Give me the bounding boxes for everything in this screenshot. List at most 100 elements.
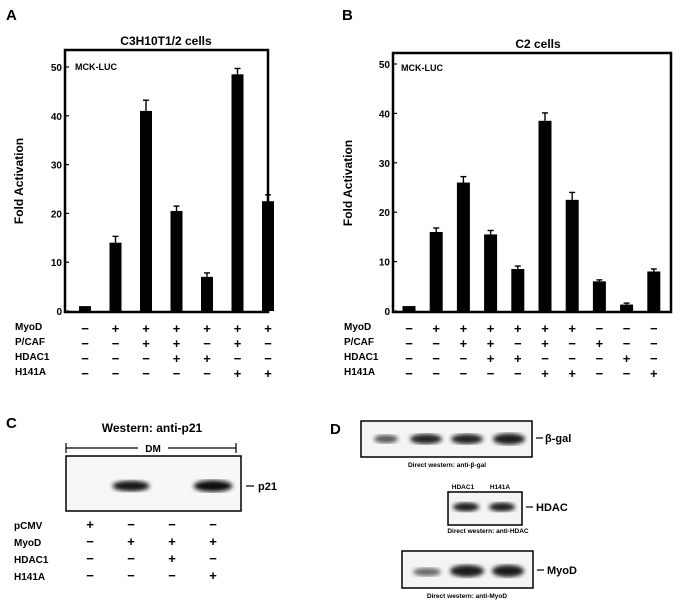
chart-b-condition-symbol: +: [650, 366, 658, 381]
chart-b: C2 cells MCK-LUC Fold Activation 0 10 20 30…: [341, 37, 673, 381]
chart-b-ylabel: Fold Activation: [341, 140, 355, 226]
western-c-condition-symbol: +: [209, 534, 217, 549]
western-c-conditions: pCMV MyoD HDAC1 H141A + − − − − + + + − − + − − − − +: [14, 517, 217, 583]
chart-b-condition-symbol: +: [487, 321, 495, 336]
chart-a-condition-symbol: +: [173, 336, 181, 351]
chart-b-condition-symbol: −: [596, 351, 604, 366]
chart-a-tick-label: 20: [51, 209, 63, 220]
western-d-betagal-band-2: [410, 434, 442, 444]
chart-b-condition-symbol: +: [541, 336, 549, 351]
western-c-condition-symbol: −: [86, 568, 94, 583]
chart-b-frame: [391, 51, 673, 314]
western-c-bracket-gap: [138, 441, 168, 454]
chart-a-bar: [231, 74, 244, 311]
chart-a-condition-symbol: −: [203, 336, 211, 351]
western-c-condition-symbol: +: [86, 517, 94, 532]
western-c-title: Western: anti-p21: [102, 421, 203, 435]
chart-b-condition-symbol: +: [432, 321, 440, 336]
western-c-bands: [112, 480, 233, 492]
chart-b-condition-symbol: −: [596, 321, 604, 336]
chart-a-condition-symbol: +: [203, 351, 211, 366]
chart-a-tick-label: 50: [51, 63, 63, 74]
chart-a-condition-symbol: +: [173, 321, 181, 336]
western-d-betagal-band-3: [451, 434, 483, 444]
chart-a-conditions: MyoD P/CAF HDAC1 H141A − + + + + + +− − + + − + −− − −…: [15, 321, 272, 381]
chart-b-condition-symbol: −: [405, 336, 413, 351]
chart-b-cond-label-myod: MyoD: [344, 322, 371, 333]
chart-a-cond-label-h141a: H141A: [15, 367, 46, 378]
western-c-condition-symbol: −: [86, 551, 94, 566]
chart-a-condition-symbol: −: [142, 351, 150, 366]
chart-a-condition-symbol: −: [112, 351, 120, 366]
chart-a-condition-symbol: +: [234, 321, 242, 336]
chart-b-cond-label-hdac1: HDAC1: [344, 352, 379, 363]
panel-label-a: A: [6, 7, 17, 24]
chart-a-condition-symbol: −: [264, 336, 272, 351]
chart-b-condition-symbol: −: [650, 351, 658, 366]
chart-a-ylabel: Fold Activation: [12, 138, 26, 224]
western-c-band: [112, 480, 150, 492]
chart-a-condition-symbol: −: [112, 336, 120, 351]
western-c-cond-label-hdac1: HDAC1: [14, 555, 49, 566]
western-c-band-label: p21: [258, 481, 277, 493]
western-c-cond-label-h141a: H141A: [14, 572, 45, 583]
western-c-cond-label-myod: MyoD: [14, 538, 41, 549]
western-c-condition-symbol: −: [127, 551, 135, 566]
chart-b-condition-symbol: −: [514, 336, 522, 351]
chart-a-tick-label: 40: [51, 112, 63, 123]
western-c-condition-symbol: −: [209, 517, 217, 532]
western-c-condition-symbol: +: [168, 551, 176, 566]
panel-label-c: C: [6, 415, 17, 432]
chart-a-tick-label: 10: [51, 258, 63, 269]
chart-a-condition-symbol: +: [112, 321, 120, 336]
chart-b-condition-symbol: −: [487, 366, 495, 381]
chart-a-bars: [79, 67, 274, 311]
chart-b-cond-label-pcaf: P/CAF: [344, 337, 374, 348]
western-c-cond-label-pcmv: pCMV: [14, 521, 43, 532]
chart-b-condition-symbol: −: [623, 321, 631, 336]
chart-b-conditions: MyoD P/CAF HDAC1 H141A − + + + + + + − − −− − + + − + −…: [344, 321, 658, 381]
chart-b-condition-symbol: −: [596, 366, 604, 381]
chart-b-condition-symbol: +: [460, 321, 468, 336]
chart-a-ticks: 0 10 20 30 40 50: [51, 63, 69, 318]
chart-b-condition-symbol: +: [514, 351, 522, 366]
chart-b-bar: [538, 120, 552, 311]
chart-b-condition-symbol: −: [432, 351, 440, 366]
western-d-hdac-lane-2: H141A: [490, 484, 511, 491]
western-c-condition-symbol: −: [168, 517, 176, 532]
chart-a-title: C3H10T1/2 cells: [120, 34, 212, 48]
chart-a-tick-label: 0: [56, 307, 62, 318]
chart-a-condition-symbol: +: [142, 321, 150, 336]
chart-a-tick-label: 30: [51, 161, 63, 172]
chart-a-bar: [79, 306, 91, 311]
chart-b-condition-symbol: −: [405, 351, 413, 366]
chart-b-condition-symbol: +: [568, 321, 576, 336]
chart-b-condition-symbol: +: [623, 351, 631, 366]
chart-a-frame: [63, 48, 270, 314]
chart-b-condition-symbol: −: [432, 366, 440, 381]
chart-b-tick-label: 10: [379, 258, 391, 269]
chart-a-condition-symbol: −: [234, 351, 242, 366]
chart-a: C3H10T1/2 cells MCK-LUC Fold Activation …: [12, 34, 274, 381]
chart-a-condition-symbol: −: [142, 366, 150, 381]
chart-b-bar: [429, 231, 443, 311]
chart-a-condition-symbol: +: [203, 321, 211, 336]
western-c-condition-symbol: +: [168, 534, 176, 549]
chart-b-bar: [647, 271, 661, 311]
western-c: Western: anti-p21 DM p21 pCMV MyoD HDAC1…: [14, 421, 277, 583]
chart-b-condition-symbol: −: [650, 336, 658, 351]
chart-a-condition-symbol: +: [173, 351, 181, 366]
chart-b-condition-symbol: +: [541, 366, 549, 381]
chart-b-condition-symbol: −: [432, 336, 440, 351]
chart-a-condition-symbol: −: [81, 351, 89, 366]
chart-b-bars: [402, 112, 661, 311]
chart-b-tick-label: 30: [379, 159, 391, 170]
western-c-condition-symbol: −: [168, 568, 176, 583]
western-d-betagal-band-4: [493, 433, 525, 445]
chart-b-condition-symbol: +: [568, 366, 576, 381]
western-d-myod-band-3: [492, 565, 524, 577]
chart-b-tick-label: 20: [379, 208, 391, 219]
chart-a-cond-label-pcaf: P/CAF: [15, 337, 45, 348]
chart-b-condition-symbol: +: [596, 336, 604, 351]
